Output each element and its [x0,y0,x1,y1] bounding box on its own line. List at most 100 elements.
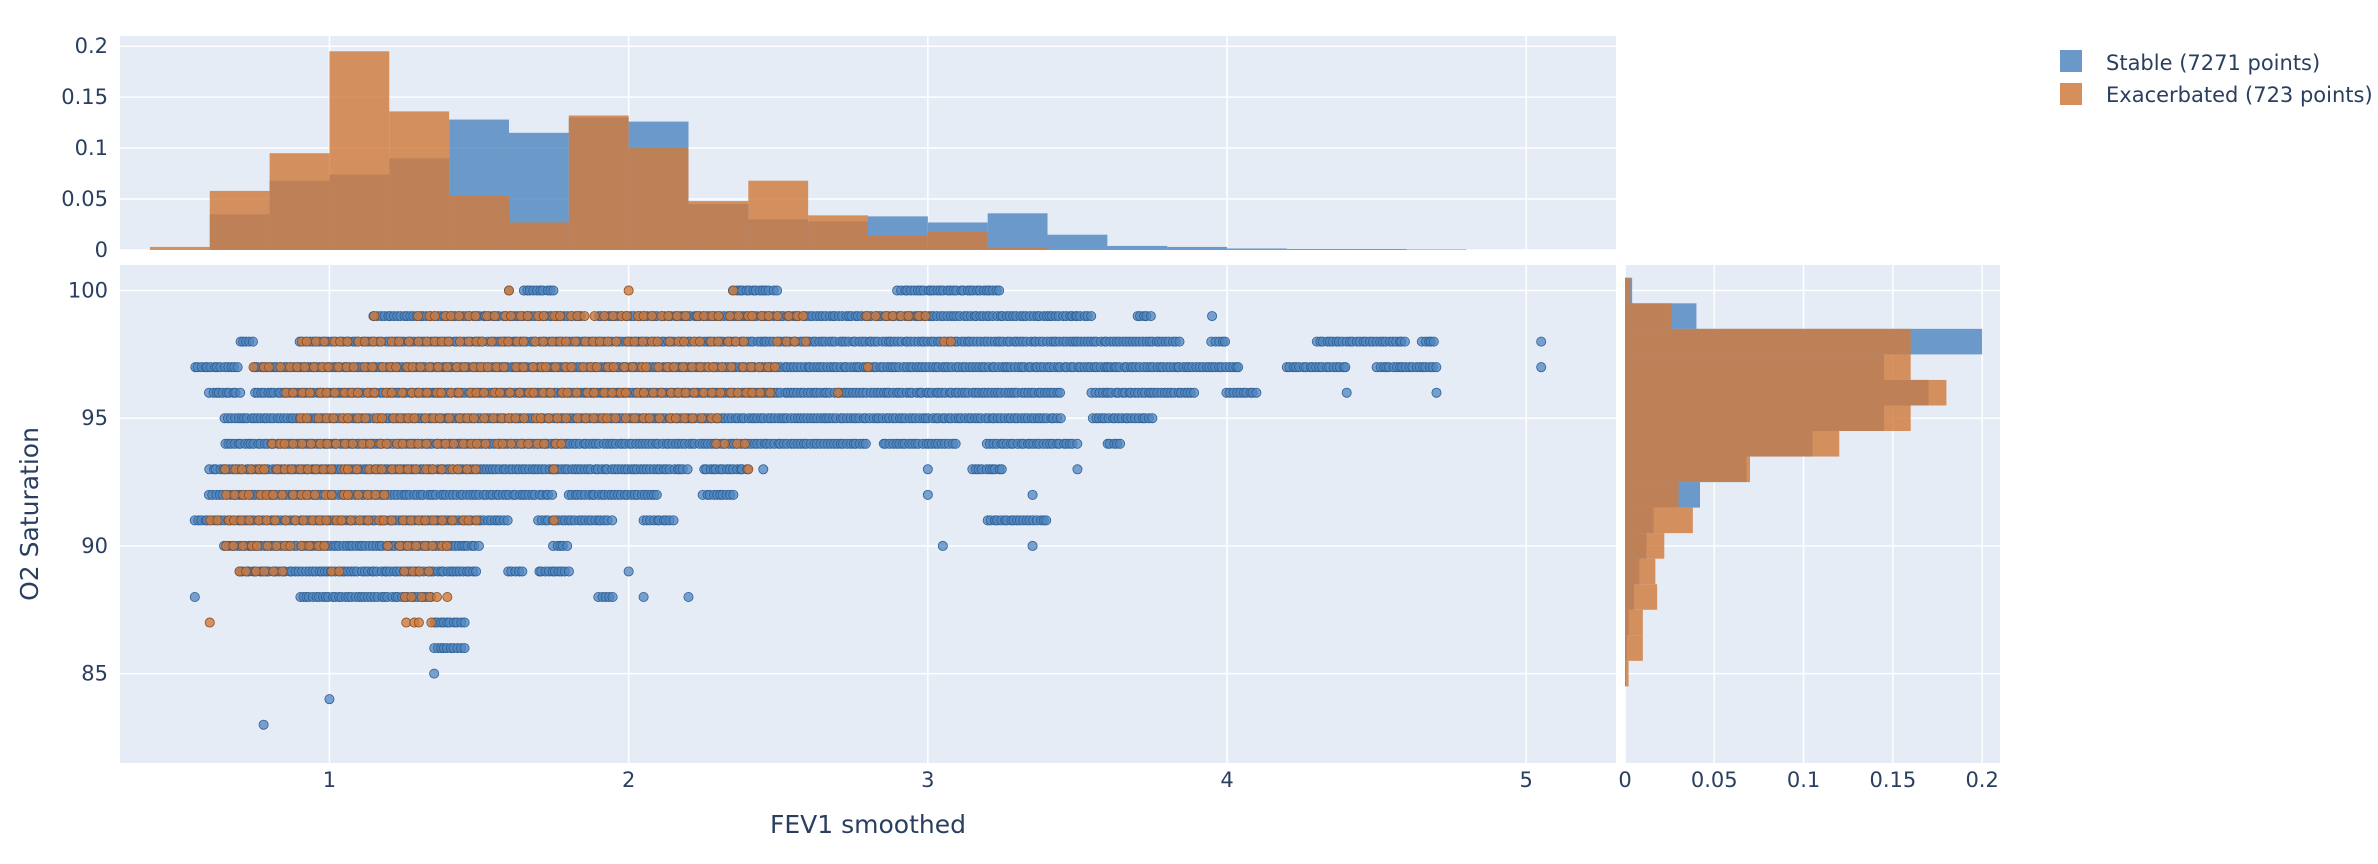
legend-label-stable: Stable (7271 points) [2106,51,2320,75]
scatter-point-exacerbated [717,362,728,373]
scatter-point-exacerbated [321,515,332,526]
scatter-point-exacerbated [363,515,374,526]
scatter-point-exacerbated [679,336,690,347]
scatter-point-exacerbated [447,515,458,526]
scatter-point-exacerbated [288,489,299,500]
scatter-point-exacerbated [556,438,567,449]
scatter-point-stable [668,515,679,526]
scatter-point-exacerbated [228,540,239,551]
top-hist-bar-exacerbated [927,231,988,250]
scatter-point-exacerbated [763,311,774,322]
scatter-point-exacerbated [510,413,521,424]
scatter-point-exacerbated [798,311,809,322]
legend-item-exacerbated[interactable]: Exacerbated (723 points) [2060,83,2373,107]
scatter-point-exacerbated [528,362,539,373]
scatter-point-exacerbated [486,336,497,347]
top-hist-bar-exacerbated [808,215,868,250]
scatter-point-exacerbated [695,336,706,347]
scatter-point-exacerbated [354,515,365,526]
top-hist-bar-stable [987,213,1048,250]
legend-item-stable[interactable]: Stable (7271 points) [2060,50,2320,75]
scatter-point-exacerbated [321,387,332,398]
side-hist-bar-exacerbated [1625,533,1665,559]
scatter-point-stable [1251,387,1262,398]
scatter-point-exacerbated [471,515,482,526]
scatter-point-exacerbated [329,387,340,398]
scatter-point-exacerbated [334,566,345,577]
scatter-point-stable [235,387,246,398]
top-hist-bar-stable [1346,248,1407,250]
scatter-point-exacerbated [638,387,649,398]
scatter-point-exacerbated [287,387,298,398]
scatter-point-exacerbated [589,311,600,322]
scatter-point-exacerbated [331,438,342,449]
scatter-point-exacerbated [498,362,509,373]
scatter-point-exacerbated [602,336,613,347]
scatter-point-exacerbated [920,311,931,322]
scatter-point-stable [471,566,482,577]
scatter-point-exacerbated [647,311,658,322]
scatter-point-exacerbated [442,592,453,603]
scatter-point-stable [547,489,558,500]
side-hist-bar-exacerbated [1625,303,1672,329]
scatter-point-exacerbated [591,362,602,373]
scatter-point-exacerbated [437,515,448,526]
scatter-point-exacerbated [348,362,359,373]
scatter-point-exacerbated [462,464,473,475]
scatter-point-exacerbated [304,540,315,551]
scatter-point-exacerbated [548,464,559,475]
scatter-point-exacerbated [887,311,898,322]
scatter-point-exacerbated [413,617,424,628]
scatter-point-exacerbated [680,387,691,398]
scatter-point-exacerbated [415,362,426,373]
scatter-point-exacerbated [754,362,765,373]
scatter-point-exacerbated [369,387,380,398]
scatter-point-exacerbated [421,438,432,449]
scatter-point-exacerbated [738,336,749,347]
scatter-point-exacerbated [608,362,619,373]
scatter-point-exacerbated [323,362,334,373]
scatter-point-exacerbated [629,413,640,424]
scatter-point-exacerbated [343,413,354,424]
scatter-point-exacerbated [670,413,681,424]
side-hist-bar-exacerbated [1625,660,1629,687]
scatter-point-exacerbated [299,362,310,373]
scatter-point-exacerbated [297,438,308,449]
scatter-point-exacerbated [406,592,417,603]
scatter-point-exacerbated [678,362,689,373]
side-hist-bar-exacerbated [1625,558,1656,585]
scatter-point-stable [563,566,574,577]
x-tick-label: 4 [1220,768,1233,792]
top-hist-bar-exacerbated [389,111,450,251]
scatter-point-exacerbated [543,413,554,424]
scatter-point-exacerbated [420,515,431,526]
scatter-point-exacerbated [264,362,275,373]
scatter-point-exacerbated [863,362,874,373]
side-hist-x-tick-label: 0.2 [1965,768,1998,792]
scatter-point-exacerbated [800,336,811,347]
scatter-point-exacerbated [638,311,649,322]
scatter-point-exacerbated [552,413,563,424]
scatter-point-exacerbated [382,540,393,551]
scatter-point-stable [1340,362,1351,373]
scatter-point-exacerbated [514,387,525,398]
x-tick-label: 1 [323,768,336,792]
scatter-point-exacerbated [719,438,730,449]
scatter-point-stable [607,592,618,603]
top-hist-bar-stable [1047,234,1108,250]
scatter-point-exacerbated [379,489,390,500]
scatter-point-stable [562,540,573,551]
scatter-point-exacerbated [571,387,582,398]
scatter-point-stable [459,643,470,654]
scatter-point-exacerbated [712,413,723,424]
top-hist-bar-exacerbated [688,201,749,250]
scatter-point-exacerbated [506,311,517,322]
side-hist-bar-exacerbated [1625,277,1631,304]
scatter-point-exacerbated [539,438,550,449]
top-hist-y-tick-label: 0.05 [61,187,108,211]
scatter-point-exacerbated [637,336,648,347]
scatter-point-exacerbated [365,438,376,449]
scatter-point-exacerbated [424,362,435,373]
scatter-point-exacerbated [689,387,700,398]
scatter-point-exacerbated [310,489,321,500]
